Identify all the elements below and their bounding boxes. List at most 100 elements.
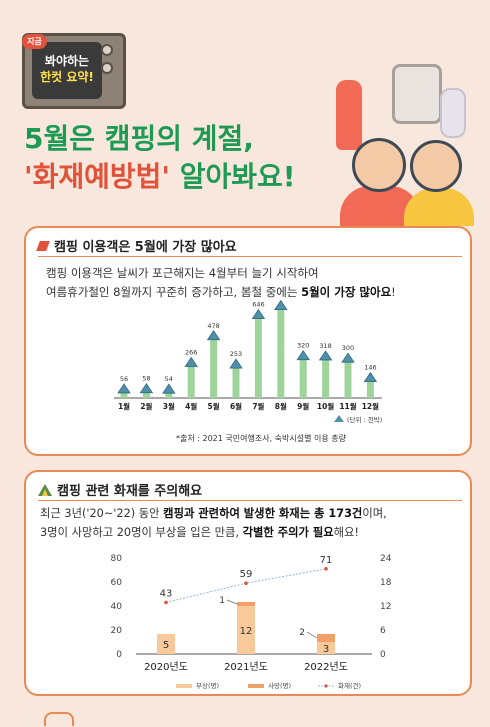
fire-casualty-chart: 0 20 40 60 80 0 6 12 18 24 5 2020년도 12 1 2021년도 3 2 2022년…: [111, 554, 392, 690]
x-tick-label: 1월: [118, 401, 130, 411]
bar: [142, 390, 150, 398]
y-right-tick-label: 6: [380, 626, 386, 636]
fire-point: [244, 581, 248, 585]
legend-death-swatch: [248, 684, 264, 688]
bold-text: 5월이 가장 많아요: [301, 285, 392, 299]
x-tick-label: 6월: [230, 401, 242, 411]
tv-line-2: 한컷 요약!: [40, 70, 94, 84]
data-label: 58: [142, 375, 150, 383]
person-body-illustration: [404, 188, 474, 226]
legend-injury-swatch: [176, 684, 192, 688]
fire-alarm-panel-icon: [392, 64, 442, 124]
legend-fire-point: [324, 684, 328, 688]
death-bar: [317, 634, 335, 642]
bar: [165, 391, 173, 398]
data-label: 56: [120, 375, 128, 383]
tent-icon: [184, 356, 198, 367]
bar: [322, 357, 330, 398]
tent-icon: [229, 358, 243, 369]
tent-icon: [206, 330, 221, 341]
title-line-1: 5월은 캠핑의 계절,: [24, 122, 254, 155]
text-span: !: [391, 285, 396, 299]
x-tick-label: 2월: [140, 401, 152, 411]
death-value-label: 2: [299, 628, 305, 638]
text-span: 해요!: [333, 526, 359, 539]
section-1-line-1: 캠핑 이용객은 날씨가 포근해지는 4월부터 늘기 시작하여: [46, 266, 319, 280]
injury-bar: [157, 634, 175, 654]
section-2-title: 캠핑 관련 화재를 주의해요: [57, 484, 203, 499]
data-label: 320: [297, 342, 309, 350]
camping-fire-card: 캠핑 관련 화재를 주의해요 최근 3년('20~'22) 동안 캠핑과 관련하…: [24, 470, 472, 696]
y-left-tick-label: 60: [111, 578, 123, 588]
injury-value-label: 12: [240, 626, 253, 637]
divider: [38, 256, 462, 257]
legend-fire-label: 화재(건): [338, 681, 361, 690]
data-label: 253: [230, 350, 242, 358]
fire-value-label: 71: [320, 555, 333, 566]
x-tick-label: 9월: [297, 401, 309, 411]
red-marker-icon: [36, 240, 50, 251]
section-1-header: 캠핑 이용객은 5월에 가장 많아요: [36, 236, 237, 255]
y-right-tick-label: 0: [380, 650, 386, 660]
tent-icon: [334, 415, 344, 422]
fire-point: [324, 567, 328, 571]
tv-screen: 봐야하는 한컷 요약!: [32, 42, 102, 99]
tent-icon: [251, 308, 266, 320]
x-tick-label: 2022년도: [304, 661, 348, 673]
title-highlight: '화재예방법': [24, 160, 170, 193]
injury-value-label: 5: [163, 640, 169, 651]
source-note: *출처 : 2021 국민여행조사, 숙박시설별 이용 총량: [176, 433, 347, 443]
section-1-title: 캠핑 이용객은 5월에 가장 많아요: [54, 240, 237, 255]
bar: [254, 316, 262, 398]
text-span: 이며,: [362, 507, 387, 520]
gas-canister-icon: [440, 88, 466, 138]
tent-icon: [38, 483, 52, 496]
text-span: 여름휴가철인 8월까지 꾸준히 증가하고, 봄철 중에는: [46, 285, 302, 299]
title-rest: 알아봐요!: [169, 160, 296, 193]
fire-extinguisher-icon: [336, 80, 362, 150]
x-tick-label: 7월: [252, 401, 264, 411]
section-2-line-2: 3명이 사망하고 20명이 부상을 입은 만큼, 각별한 주의가 필요해요!: [40, 523, 387, 542]
tent-icon: [274, 299, 288, 311]
title-line-2: '화재예방법' 알아봐요!: [24, 158, 296, 196]
fire-value-label: 43: [160, 588, 173, 599]
legend-injury-label: 부상(명): [196, 681, 219, 690]
injury-value-label: 3: [323, 644, 329, 655]
y-left-tick-label: 20: [111, 626, 123, 636]
now-badge: 지금: [22, 34, 47, 49]
leader-line: [226, 599, 238, 605]
data-label: 266: [185, 348, 197, 356]
y-left-tick-label: 40: [111, 602, 123, 612]
tent-icon: [162, 383, 176, 394]
bold-text: 각별한 주의가 필요: [242, 526, 334, 539]
text-span: 3명이 사망하고 20명이 부상을 입은 만큼,: [40, 526, 243, 539]
x-tick-label: 3월: [163, 401, 175, 411]
divider: [38, 500, 462, 501]
tent-icon: [296, 349, 310, 361]
person-with-helmet-illustration: [352, 138, 406, 192]
y-left-tick-label: 80: [111, 554, 123, 564]
bar: [366, 379, 374, 398]
fire-value-label: 59: [240, 569, 253, 580]
tv-line-1: 봐야하는: [44, 54, 90, 68]
text-span: 최근 3년('20~'22) 동안: [40, 507, 164, 520]
injury-bar: [317, 642, 335, 654]
data-label: 146: [364, 364, 376, 372]
x-tick-label: 10월: [317, 401, 334, 411]
bar: [187, 364, 195, 398]
bar: [299, 357, 307, 398]
tent-icon: [117, 383, 131, 394]
y-left-tick-label: 0: [116, 650, 122, 660]
data-label: 478: [207, 322, 219, 330]
bar: [210, 337, 218, 398]
tent-icon: [341, 352, 355, 363]
unit-label: (단위 : 천박): [347, 415, 382, 424]
death-value-label: 1: [219, 596, 225, 606]
injury-bar: [237, 606, 255, 654]
section-1-body: 캠핑 이용객은 날씨가 포근해지는 4월부터 늘기 시작하여 여름휴가철인 8월…: [46, 264, 396, 302]
y-right-tick-label: 12: [380, 602, 391, 612]
death-bar: [237, 602, 255, 606]
y-right-tick-label: 24: [380, 554, 392, 564]
x-tick-label: 2021년도: [224, 661, 268, 673]
x-tick-label: 2020년도: [144, 661, 188, 673]
